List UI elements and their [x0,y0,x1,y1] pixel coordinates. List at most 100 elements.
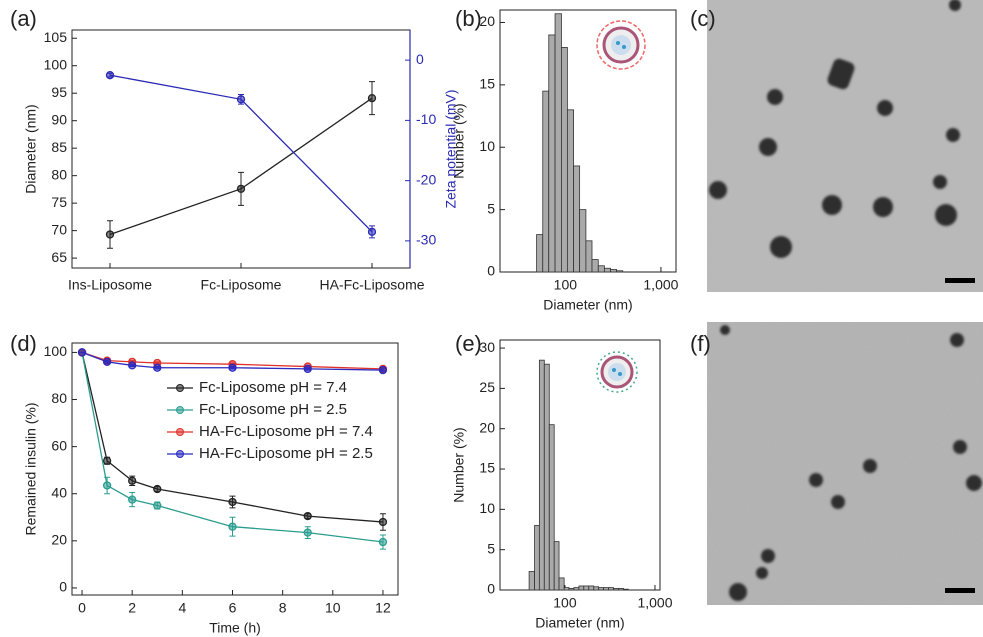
data-point [303,511,312,521]
plot-frame [499,9,677,273]
y-tick-label: 70 [51,221,67,237]
histogram-bar [536,234,544,273]
y-tick-label: 5 [487,540,495,556]
plot-frame [71,342,399,596]
legend-label: Fc-Liposome pH = 2.5 [199,401,347,418]
data-point [153,501,162,510]
x-tick-label: 1,000 [643,277,678,293]
data-point [378,365,388,375]
y-tick-label: 75 [51,194,67,210]
tem-image [707,0,983,292]
data-point [378,537,388,547]
panel-label: (f) [690,331,711,356]
histogram-bar [561,47,568,273]
x-tick-label: 1,000 [637,595,672,611]
y2-axis-label: Zeta potential (mV) [443,89,459,208]
y2-tick-label: -10 [416,111,436,127]
y-tick-label: 80 [51,166,67,182]
y-tick-label: 15 [479,460,495,476]
y2-tick-label: -30 [416,232,436,248]
x-axis-label: Time (h) [209,620,261,636]
series-line [109,97,373,236]
y-tick-label: 10 [479,138,495,154]
panel-label: (b) [455,6,482,31]
y-tick-label: 30 [479,339,495,355]
histogram-bar [588,585,595,591]
histogram-bar [558,577,565,591]
x-tick-label: 100 [554,277,578,293]
y-tick-label: 60 [51,437,67,453]
panel-label: (c) [690,6,716,31]
legend-marker [176,406,184,414]
histogram-bar [542,90,550,273]
data-point [102,481,112,490]
histogram-bar [528,571,535,591]
histogram-bar [618,587,624,591]
x-tick-label: 10 [325,600,341,616]
panel-label: (e) [455,331,482,356]
y-tick-label: 85 [51,139,67,155]
liposome-icon [596,351,638,393]
legend-label: HA-Fc-Liposome pH = 7.4 [199,423,373,440]
data-point [228,522,237,531]
plot-frame [71,29,411,269]
data-point [228,363,237,372]
legend-label: Fc-Liposome pH = 7.4 [199,379,347,396]
x-tick-label: 8 [279,600,287,616]
data-point [102,456,112,465]
y-tick-label: 40 [51,484,67,500]
histogram-bar [548,34,556,273]
x-tick-label: 6 [229,600,237,616]
x-tick-label: 2 [128,600,136,616]
panel-label: (d) [10,331,37,356]
histogram-bar [573,165,581,273]
data-point [153,363,162,372]
y-axis-label: Number (%) [451,427,467,502]
y2-tick-label: -20 [416,171,436,187]
data-point [228,497,237,507]
x-tick-label: 12 [375,600,391,616]
y-tick-label: 10 [479,500,495,516]
histogram-bar [603,267,611,273]
histogram-bar [534,525,540,591]
x-axis-label: Diameter (nm) [543,297,632,313]
legend-marker [176,450,184,458]
histogram-bar [538,359,545,591]
histogram-bar [597,265,605,273]
y-tick-label: 20 [479,419,495,435]
y-axis-label: Diameter (nm) [23,104,39,193]
tem-image [707,322,983,605]
data-point [236,184,246,193]
y-tick-label: 0 [487,263,495,279]
legend-marker [176,384,184,392]
data-point [77,348,87,357]
legend-label: HA-Fc-Liposome pH = 2.5 [199,445,373,462]
x-axis-label: Diameter (nm) [535,615,624,631]
data-point [303,528,312,537]
histogram-bar [616,270,624,273]
histogram-bar [610,269,618,273]
data-point [153,484,162,494]
data-point [236,95,246,104]
data-point [378,517,388,527]
panel-label: (a) [10,6,37,31]
histogram-bar [598,587,605,591]
y-axis-label: Number (%) [451,103,467,178]
data-point [303,364,312,374]
y-tick-label: 100 [44,56,68,72]
data-point [128,476,137,485]
histogram-bar [553,541,560,591]
x-tick-label: 4 [178,600,186,616]
histogram-bar [543,363,550,591]
histogram-bar [585,240,593,273]
histogram-bar [573,587,580,591]
histogram-bar [583,585,590,591]
data-point [128,495,137,504]
data-point [105,71,115,80]
y-tick-label: 0 [487,581,495,597]
y-tick-label: 95 [51,84,67,100]
x-tick-label: HA-Fc-Liposome [319,277,424,293]
y-tick-label: 105 [44,29,68,45]
x-tick-label: 100 [553,595,577,611]
